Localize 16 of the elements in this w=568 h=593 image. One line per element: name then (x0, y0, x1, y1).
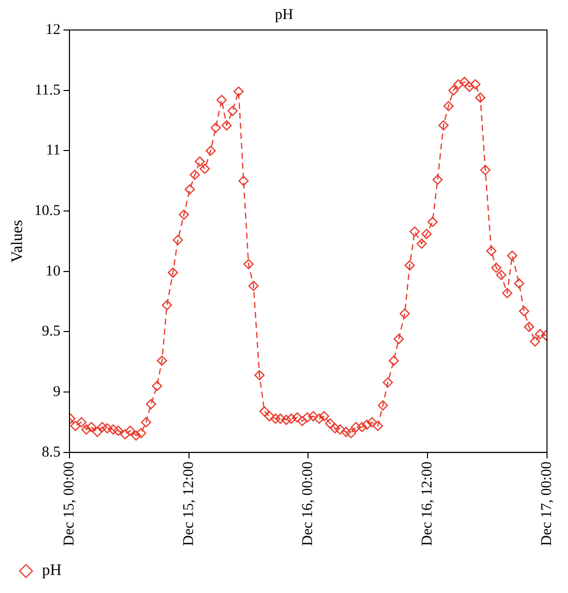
y-tick-label: 11 (46, 142, 60, 159)
x-tick-label: Dec 15, 12:00 (180, 461, 197, 546)
x-tick-label: Dec 15, 00:00 (61, 461, 78, 546)
x-tick-label: Dec 16, 00:00 (300, 461, 316, 546)
y-tick-label: 8.5 (42, 444, 60, 460)
y-tick-label: 11.5 (34, 82, 60, 98)
y-tick-label: 9 (52, 384, 60, 400)
y-tick-label: 10 (45, 263, 60, 280)
y-axis-title: Values (8, 220, 26, 263)
y-tick-label: 10.5 (34, 202, 60, 219)
y-tick-label: 12 (45, 22, 60, 38)
x-tick-label: Dec 17, 00:00 (538, 461, 555, 546)
chart-title: pH (274, 6, 294, 23)
legend-label: pH (42, 562, 62, 580)
y-tick-label: 9.5 (42, 324, 60, 340)
x-tick-label: Dec 16, 12:00 (420, 461, 436, 546)
